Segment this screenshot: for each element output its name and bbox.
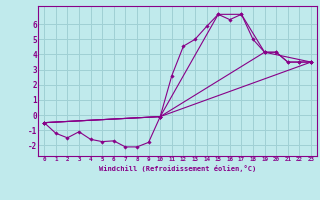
X-axis label: Windchill (Refroidissement éolien,°C): Windchill (Refroidissement éolien,°C)	[99, 165, 256, 172]
